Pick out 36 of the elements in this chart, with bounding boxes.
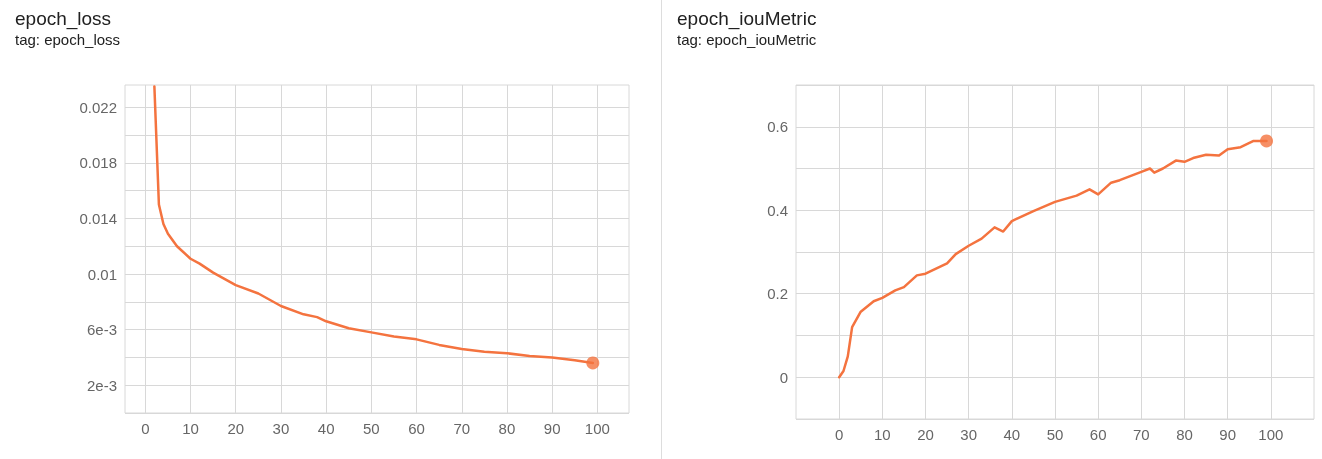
- y-tick-label: 0.4: [767, 201, 788, 219]
- chart-title: epoch_iouMetric: [677, 8, 817, 30]
- x-tick-label: 20: [227, 420, 245, 437]
- x-tick-label: 10: [182, 420, 199, 437]
- x-tick-label: 20: [917, 426, 934, 443]
- chart-subtitle: tag: epoch_iouMetric: [677, 31, 817, 48]
- x-tick-label: 100: [584, 420, 610, 437]
- x-tick-label: 80: [498, 420, 516, 437]
- x-tick-label: 30: [960, 426, 978, 443]
- y-tick-label: 0.2: [767, 285, 788, 303]
- y-tick-label: 6e-3: [86, 321, 117, 339]
- x-tick-label: 50: [363, 420, 380, 437]
- x-tick-label: 70: [1132, 426, 1150, 443]
- x-tick-label: 100: [1258, 426, 1284, 443]
- x-tick-label: 60: [1089, 426, 1107, 443]
- x-tick-label: 30: [272, 420, 290, 437]
- y-tick-label: 0.022: [79, 98, 117, 116]
- x-tick-label: 70: [453, 420, 471, 437]
- x-tick-label: 80: [1176, 426, 1193, 443]
- x-tick-label: 40: [317, 420, 335, 437]
- x-tick-label: 90: [1219, 426, 1237, 443]
- x-tick-label: 0: [141, 420, 150, 437]
- y-tick-label: 0: [779, 368, 788, 386]
- x-tick-label: 50: [1046, 426, 1064, 443]
- y-tick-label: 0.014: [79, 209, 117, 227]
- x-tick-label: 0: [834, 426, 844, 443]
- x-tick-label: 60: [408, 420, 425, 437]
- y-tick-label: 0.018: [79, 154, 117, 172]
- y-tick-label: 2e-3: [86, 376, 117, 394]
- y-tick-label: 0.01: [87, 265, 117, 283]
- y-tick-label: 0.6: [767, 118, 788, 136]
- x-tick-label: 10: [873, 426, 891, 443]
- x-tick-label: 40: [1003, 426, 1021, 443]
- chart-title: epoch_loss: [15, 8, 112, 30]
- chart-subtitle: tag: epoch_loss: [15, 31, 121, 48]
- x-tick-label: 90: [543, 420, 561, 437]
